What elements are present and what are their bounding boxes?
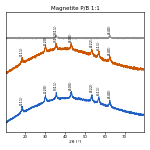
Text: (511): (511) <box>97 86 101 95</box>
X-axis label: 2θ (°): 2θ (°) <box>69 140 81 144</box>
Text: (311): (311) <box>54 25 58 34</box>
Text: (422): (422) <box>90 83 94 92</box>
Text: (511): (511) <box>97 40 101 50</box>
Text: (440): (440) <box>108 45 112 55</box>
Text: (440): (440) <box>108 25 112 34</box>
Text: (400): (400) <box>69 80 73 90</box>
Title: Magnetite P/B 1:1: Magnetite P/B 1:1 <box>51 6 99 10</box>
Text: (311): (311) <box>54 32 58 42</box>
Text: (400): (400) <box>69 33 73 42</box>
Text: (422): (422) <box>90 38 94 47</box>
Text: (220): (220) <box>44 36 47 45</box>
Text: (111): (111) <box>20 96 24 105</box>
Text: (220): (220) <box>44 84 47 93</box>
Text: (440): (440) <box>108 89 112 99</box>
Text: (311): (311) <box>54 81 58 90</box>
Text: (111): (111) <box>20 47 24 56</box>
